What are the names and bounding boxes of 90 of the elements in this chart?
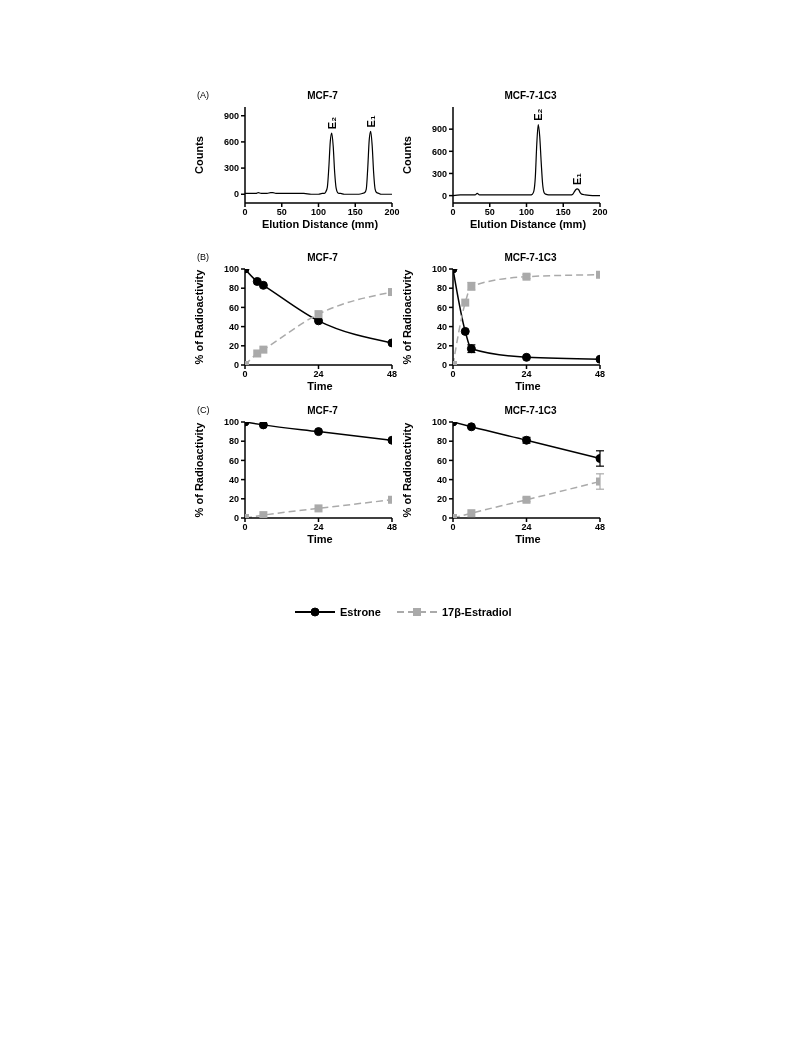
x-tick-label: 0	[450, 522, 456, 533]
x-tick-label: 24	[521, 369, 532, 380]
y-tick-label: 100	[431, 417, 447, 428]
x-tick-label: 150	[555, 207, 571, 218]
x-axis-title: Time	[306, 533, 334, 545]
y-tick-label: 80	[436, 283, 447, 294]
y-tick-label: 40	[228, 474, 239, 485]
point	[259, 345, 268, 354]
x-axis-title: Time	[306, 380, 334, 392]
point	[466, 422, 476, 432]
annotation: E₁	[571, 172, 584, 185]
y-tick-label: 20	[228, 340, 239, 351]
point	[314, 427, 323, 437]
y-tick-label: 0	[233, 189, 239, 200]
y-axis-title: Counts	[192, 136, 205, 174]
y-tick-label: 600	[431, 146, 447, 157]
y-tick-label: 900	[223, 110, 239, 121]
y-tick-label: 600	[223, 137, 239, 148]
y-axis-title: % of Radioactivity	[192, 268, 205, 365]
chart-title: MCF-7-1C3	[503, 90, 558, 103]
x-tick-label: 200	[384, 207, 400, 218]
point	[461, 298, 470, 307]
y-tick-label: 300	[223, 163, 239, 174]
text: (B)	[197, 252, 209, 262]
x-tick-label: 200	[592, 207, 608, 218]
y-tick-label: 40	[436, 321, 447, 332]
chart-title: MCF-7-1C3	[503, 252, 558, 265]
chart-title: MCF-7	[307, 405, 338, 416]
x-axis-title: Time	[514, 380, 542, 392]
y-axis-title: % of Radioactivity	[400, 421, 413, 518]
x-tick-label: 24	[313, 369, 324, 380]
x-tick-label: 0	[450, 369, 456, 380]
y-tick-label: 60	[228, 302, 239, 313]
y-tick-label: 20	[228, 493, 239, 504]
y-tick-label: 0	[441, 513, 447, 524]
chart-title: MCF-7	[307, 252, 338, 263]
y-tick-label: 60	[436, 455, 447, 466]
y-tick-label: 20	[436, 340, 447, 351]
x-tick-label: 24	[521, 522, 532, 533]
y-tick-label: 100	[223, 417, 239, 428]
text: (A)	[197, 90, 209, 100]
annotation: E₁	[364, 115, 377, 128]
x-tick-label: 24	[313, 522, 324, 533]
x-tick-label: 48	[386, 522, 398, 533]
x-tick-label: 50	[276, 207, 287, 218]
y-tick-label: 60	[436, 302, 447, 313]
y-tick-label: 300	[431, 168, 447, 179]
y-tick-label: 0	[233, 513, 239, 524]
x-tick-label: 0	[242, 207, 248, 218]
point	[258, 280, 268, 290]
y-tick-label: 100	[431, 264, 447, 275]
point	[314, 310, 323, 319]
y-tick-label: 80	[436, 436, 447, 447]
text: (C)	[197, 405, 210, 415]
point	[522, 352, 531, 362]
y-tick-label: 40	[228, 321, 239, 332]
x-tick-label: 0	[242, 369, 248, 380]
x-tick-label: 100	[310, 207, 327, 218]
y-axis-title: % of Radioactivity	[192, 421, 205, 518]
y-tick-label: 60	[228, 455, 239, 466]
x-tick-label: 150	[347, 207, 363, 218]
y-tick-label: 20	[436, 493, 447, 504]
x-tick-label: 48	[594, 369, 606, 380]
annotation: E₂	[325, 116, 338, 130]
legend-label: Estrone	[340, 606, 381, 618]
x-tick-label: 0	[450, 207, 456, 218]
x-axis-title: Time	[514, 533, 542, 545]
y-axis-title: Counts	[400, 136, 413, 174]
x-axis-title: Elution Distance (mm)	[260, 218, 380, 230]
x-axis-title: Elution Distance (mm)	[468, 218, 588, 230]
legend-label: 17β-Estradiol	[441, 606, 512, 618]
y-tick-label: 0	[233, 360, 239, 371]
y-tick-label: 80	[228, 436, 239, 447]
point	[252, 276, 262, 286]
y-tick-label: 0	[441, 190, 447, 201]
x-tick-label: 100	[518, 207, 535, 218]
chart-title: MCF-7-1C3	[503, 405, 558, 418]
x-tick-label: 48	[386, 369, 398, 380]
y-tick-label: 900	[431, 124, 447, 135]
x-tick-label: 0	[242, 522, 248, 533]
y-axis-title: % of Radioactivity	[400, 268, 413, 365]
y-tick-label: 40	[436, 474, 447, 485]
y-tick-label: 80	[228, 283, 239, 294]
y-tick-label: 100	[223, 264, 239, 275]
point	[460, 326, 470, 336]
x-tick-label: 50	[484, 207, 495, 218]
annotation: E₂	[532, 108, 545, 121]
chart-title: MCF-7	[307, 90, 338, 101]
y-tick-label: 0	[441, 360, 447, 371]
x-tick-label: 48	[594, 522, 606, 533]
